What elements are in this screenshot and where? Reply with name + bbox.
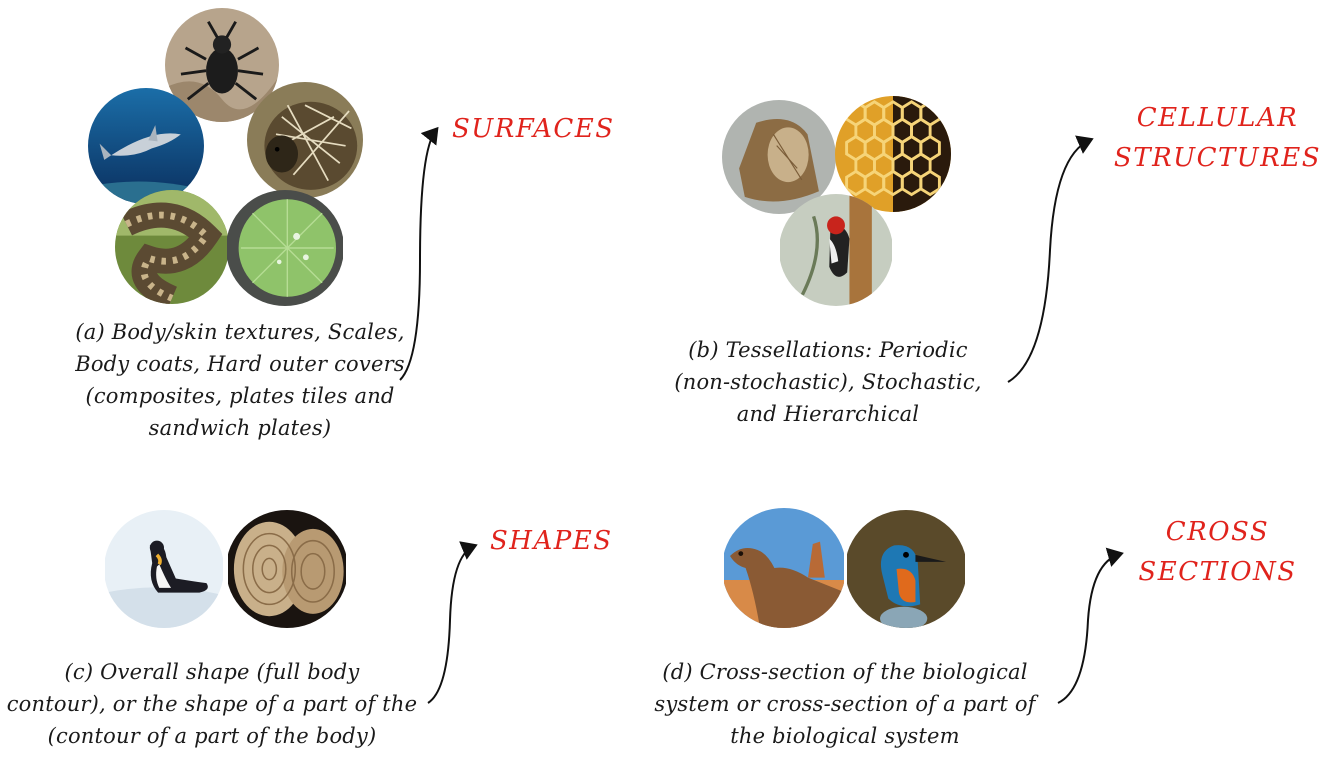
label-cross-line-1: CROSS bbox=[1165, 517, 1270, 547]
camel-image bbox=[722, 508, 846, 628]
caption-b: (b) Tessellations: Periodic (non-stochas… bbox=[628, 334, 1028, 430]
label-cellular-structures: CELLULAR STRUCTURES bbox=[1100, 98, 1335, 178]
caption-c-line-2: contour), or the shape of a part of the bbox=[6, 692, 418, 716]
caption-d: (d) Cross-section of the biological syst… bbox=[630, 656, 1060, 752]
caption-b-line-2: (non-stochastic), Stochastic, bbox=[674, 370, 982, 394]
tree-rings-image bbox=[226, 510, 348, 628]
caption-b-line-1: (b) Tessellations: Periodic bbox=[688, 338, 968, 362]
kingfisher-image bbox=[845, 510, 967, 628]
label-cellular-line-2: STRUCTURES bbox=[1113, 143, 1322, 173]
caption-b-line-3: and Hierarchical bbox=[736, 402, 920, 426]
woodpecker-image bbox=[779, 194, 893, 306]
caption-a: (a) Body/skin textures, Scales, Body coa… bbox=[20, 316, 460, 444]
shark-image bbox=[88, 88, 204, 204]
wood-image bbox=[722, 100, 836, 214]
caption-c: (c) Overall shape (full body contour), o… bbox=[2, 656, 422, 752]
honeycomb-image bbox=[835, 96, 951, 212]
caption-a-line-4: sandwich plates) bbox=[148, 416, 332, 440]
caption-c-line-1: (c) Overall shape (full body bbox=[64, 660, 360, 684]
label-cellular-line-1: CELLULAR bbox=[1136, 103, 1299, 133]
caption-d-line-3: the biological system bbox=[730, 724, 960, 748]
porcupine-image bbox=[247, 82, 363, 198]
caption-d-line-2: system or cross-section of a part of bbox=[654, 692, 1036, 716]
penguin-image bbox=[104, 510, 224, 628]
snake-image bbox=[115, 190, 229, 304]
caption-c-line-3: (contour of a part of the body) bbox=[47, 724, 377, 748]
caption-a-line-3: (composites, plates tiles and bbox=[85, 384, 395, 408]
caption-a-line-2: Body coats, Hard outer covers bbox=[75, 352, 405, 376]
label-cross-sections: CROSS SECTIONS bbox=[1120, 512, 1315, 592]
caption-d-line-1: (d) Cross-section of the biological bbox=[662, 660, 1028, 684]
caption-a-line-1: (a) Body/skin textures, Scales, bbox=[75, 320, 405, 344]
label-surfaces: SURFACES bbox=[452, 114, 615, 144]
lotus-leaf-image bbox=[226, 190, 344, 306]
label-cross-line-2: SECTIONS bbox=[1138, 557, 1297, 587]
arrow-shapes bbox=[427, 541, 478, 704]
arrow-cross-sections bbox=[1057, 547, 1124, 704]
label-shapes: SHAPES bbox=[490, 526, 613, 556]
